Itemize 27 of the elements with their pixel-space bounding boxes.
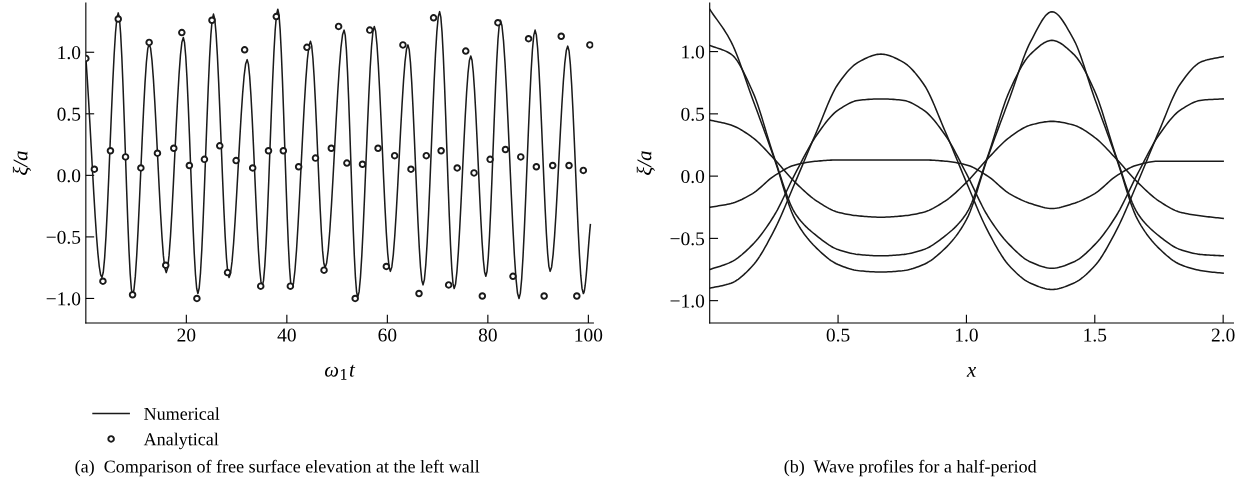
y-axis-title: ξ/a — [12, 151, 32, 175]
x-tick-label: 60 — [378, 328, 397, 342]
x-tick-label: 20 — [177, 328, 196, 342]
y-tick-label: 1.0 — [58, 46, 81, 60]
x-tick-label: 1.0 — [955, 328, 978, 342]
y-tick-label: −0.5 — [670, 232, 705, 246]
y-tick-label: 0.0 — [57, 169, 81, 183]
y-tick-label: 0.0 — [681, 169, 705, 184]
x-tick-label: 0.5 — [826, 328, 850, 342]
text: (a) Comparison of free surface elevation at the left wall — [75, 459, 480, 477]
y-tick-label: 0.5 — [681, 107, 705, 121]
y-tick-label: 0.5 — [57, 107, 81, 121]
y-tick-label: −1.0 — [46, 292, 81, 306]
x-tick-label: 100 — [575, 328, 603, 342]
x-axis-title: x — [966, 367, 977, 377]
y-tick-label: 1.0 — [682, 45, 705, 59]
x-tick-label: 40 — [277, 328, 296, 342]
x-tick-label: 2.0 — [1211, 328, 1235, 342]
y-tick-label: −1.0 — [670, 294, 705, 308]
x-tick-label: 80 — [478, 328, 497, 342]
x-axis-title: ω$_{1}$t — [324, 364, 356, 380]
legend-label: Numerical — [144, 407, 220, 420]
y-axis-title: ξ/a — [636, 151, 655, 175]
y-tick-label: −0.5 — [46, 230, 81, 244]
text: (b) Wave profiles for a half-period — [784, 459, 1037, 477]
legend-label: Analytical — [143, 432, 219, 450]
x-tick-label: 1.5 — [1084, 328, 1107, 342]
